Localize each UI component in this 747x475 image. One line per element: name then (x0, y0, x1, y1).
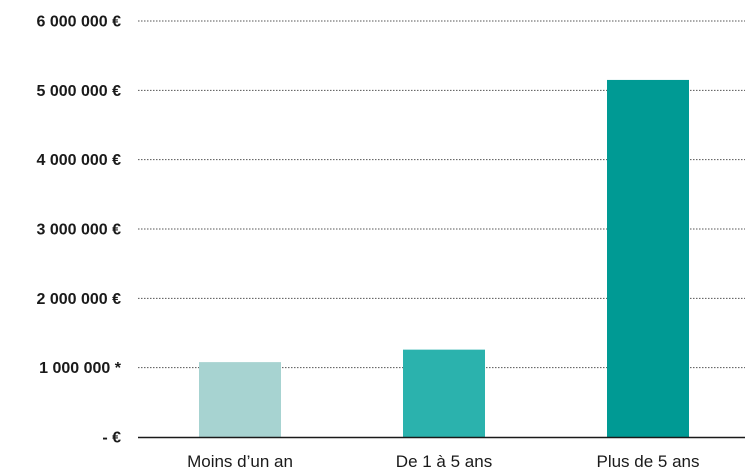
y-tick-label: 2 000 000 € (36, 291, 121, 308)
y-tick-label: 6 000 000 € (36, 14, 121, 31)
y-tick-label: 3 000 000 € (36, 222, 121, 239)
x-category-label: Moins d’un an (187, 452, 293, 471)
y-axis-tick-labels: - € 1 000 000 * 2 000 000 € 3 000 000 € 4 00… (36, 14, 121, 447)
y-tick-label: 4 000 000 € (36, 152, 121, 169)
x-category-label: De 1 à 5 ans (396, 452, 492, 471)
bar (403, 349, 485, 437)
x-axis-category-labels: Moins d’un an De 1 à 5 ans Plus de 5 ans (187, 452, 699, 471)
bars (199, 79, 689, 437)
bar (607, 79, 689, 437)
y-tick-label: - € (102, 430, 121, 447)
x-category-label: Plus de 5 ans (596, 452, 699, 471)
y-tick-label: 1 000 000 * (39, 360, 122, 377)
bar (199, 362, 281, 437)
y-tick-label: 5 000 000 € (36, 83, 121, 100)
